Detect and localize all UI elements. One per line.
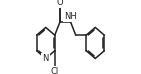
Text: Cl: Cl [51, 67, 59, 74]
Text: O: O [57, 0, 63, 7]
Text: NH: NH [64, 12, 77, 21]
Text: N: N [42, 54, 48, 63]
